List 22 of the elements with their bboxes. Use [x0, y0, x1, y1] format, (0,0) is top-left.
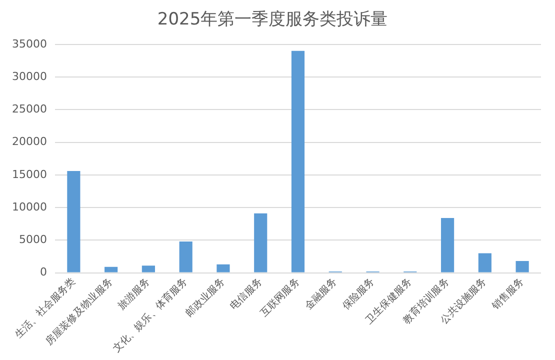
bar	[216, 264, 230, 272]
bar	[254, 213, 268, 272]
y-tick-label: 15000	[12, 168, 47, 181]
y-tick-label: 0	[40, 266, 47, 279]
bar	[104, 266, 118, 272]
y-tick-label: 35000	[12, 37, 47, 50]
bar	[478, 253, 492, 272]
y-tick-label: 25000	[12, 102, 47, 116]
bar	[179, 241, 192, 272]
y-tick-label: 20000	[12, 135, 47, 148]
bar	[440, 218, 454, 272]
y-tick-label: 30000	[12, 70, 47, 83]
bar	[142, 266, 155, 272]
y-tick-label: 10000	[12, 200, 47, 214]
x-tick-label: 金融服务	[302, 276, 340, 312]
chart-title: 2025年第一季度服务类投诉量	[157, 10, 388, 30]
bar	[516, 261, 529, 272]
x-tick-label: 销售服务	[488, 276, 526, 313]
y-tick-label: 5000	[18, 233, 47, 246]
bar	[67, 171, 80, 272]
x-tick-label: 旅游服务	[116, 276, 152, 312]
bar	[291, 50, 305, 272]
